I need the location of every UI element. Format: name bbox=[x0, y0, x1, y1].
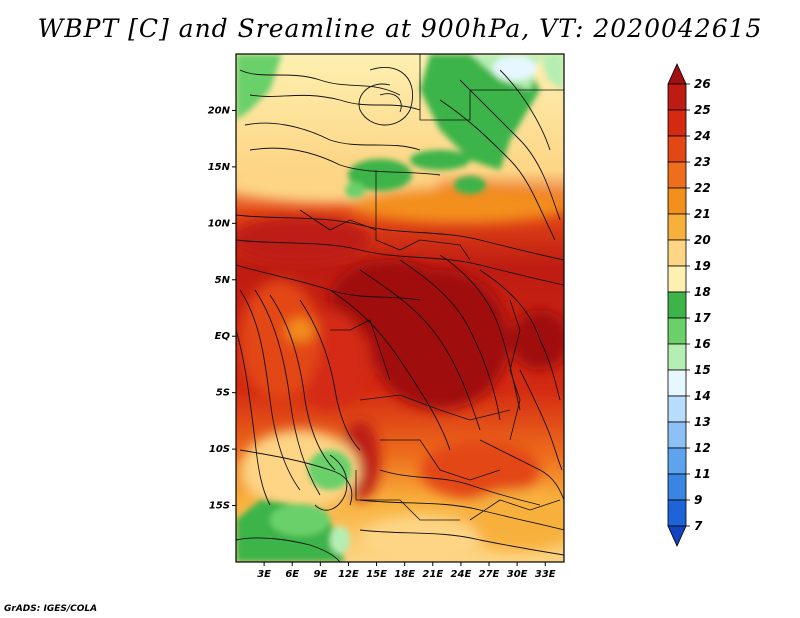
colorbar-swatch bbox=[667, 343, 687, 371]
lat-label: 10S bbox=[209, 444, 230, 455]
colorbar-swatch bbox=[667, 395, 687, 423]
lon-label: 6E bbox=[285, 569, 299, 580]
colorbar-bottom-arrow bbox=[667, 525, 687, 547]
colorbar-label: 7 bbox=[694, 519, 703, 533]
colorbar-swatch bbox=[667, 317, 687, 345]
colorbar-swatch bbox=[667, 265, 687, 293]
lat-label: 5S bbox=[216, 388, 230, 399]
lon-label: 27E bbox=[479, 569, 500, 580]
colorbar-label: 14 bbox=[694, 389, 711, 403]
colorbar-swatch bbox=[667, 291, 687, 319]
colorbar-label: 15 bbox=[694, 363, 711, 377]
colorbar-label: 25 bbox=[694, 103, 711, 117]
colorbar-swatch bbox=[667, 369, 687, 397]
lon-label: 9E bbox=[313, 569, 327, 580]
grads-credit: GrADS: IGES/COLA bbox=[4, 604, 98, 614]
colorbar-label: 17 bbox=[694, 311, 711, 325]
streamlines bbox=[236, 66, 564, 562]
lon-label: 33E bbox=[535, 569, 556, 580]
colorbar-swatch bbox=[667, 499, 687, 527]
colorbar-label: 22 bbox=[694, 181, 711, 195]
lat-label: EQ bbox=[215, 331, 231, 342]
colorbar-label: 24 bbox=[694, 129, 711, 143]
lon-label: 3E bbox=[257, 569, 271, 580]
lat-label: 15S bbox=[209, 501, 230, 512]
colorbar-top-arrow bbox=[667, 63, 687, 85]
colorbar-swatch bbox=[667, 473, 687, 501]
lat-label: 10N bbox=[208, 218, 231, 229]
lon-label: 15E bbox=[366, 569, 387, 580]
lon-label: 12E bbox=[338, 569, 359, 580]
colorbar-swatch bbox=[667, 213, 687, 241]
lon-label: 21E bbox=[422, 569, 443, 580]
colorbar-label: 19 bbox=[694, 259, 711, 273]
colorbar-label: 18 bbox=[694, 285, 711, 299]
colorbar-swatch bbox=[667, 187, 687, 215]
colorbar-label: 21 bbox=[694, 207, 711, 221]
colorbar-label: 11 bbox=[694, 467, 711, 481]
lat-label: 5N bbox=[215, 275, 231, 286]
colorbar-swatch bbox=[667, 83, 687, 111]
colorbar-label: 20 bbox=[694, 233, 711, 247]
colorbar-swatch bbox=[667, 421, 687, 449]
lat-label: 15N bbox=[208, 162, 231, 173]
colorbar-label: 23 bbox=[694, 155, 711, 169]
colorbar-swatch bbox=[667, 135, 687, 163]
colorbar-swatch bbox=[667, 109, 687, 137]
lat-label: 20N bbox=[208, 105, 231, 116]
colorbar-swatch bbox=[667, 161, 687, 189]
colorbar-label: 12 bbox=[694, 441, 711, 455]
colorbar-label: 13 bbox=[694, 415, 711, 429]
map-frame bbox=[235, 53, 565, 563]
temperature-field bbox=[236, 54, 564, 562]
lon-label: 30E bbox=[507, 569, 528, 580]
colorbar: 26 25 24 23 22 21 20 19 18 17 16 15 14 13 12 11 9 7 bbox=[667, 63, 711, 547]
colorbar-label: 26 bbox=[694, 77, 711, 91]
colorbar-label: 16 bbox=[694, 337, 711, 351]
chart-title: WBPT [C] and Sreamline at 900hPa, VT: 20… bbox=[37, 14, 763, 43]
lon-label: 24E bbox=[451, 569, 472, 580]
colorbar-swatch bbox=[667, 447, 687, 475]
lon-label: 18E bbox=[394, 569, 415, 580]
colorbar-label: 9 bbox=[694, 493, 702, 507]
axis-ticks: 20N 15N 10N 5N EQ 5S 10S 15S 3E 6E 9E 12E 15E 18E 21E 2… bbox=[208, 105, 556, 580]
colorbar-swatch bbox=[667, 239, 687, 267]
country-borders bbox=[299, 54, 564, 521]
